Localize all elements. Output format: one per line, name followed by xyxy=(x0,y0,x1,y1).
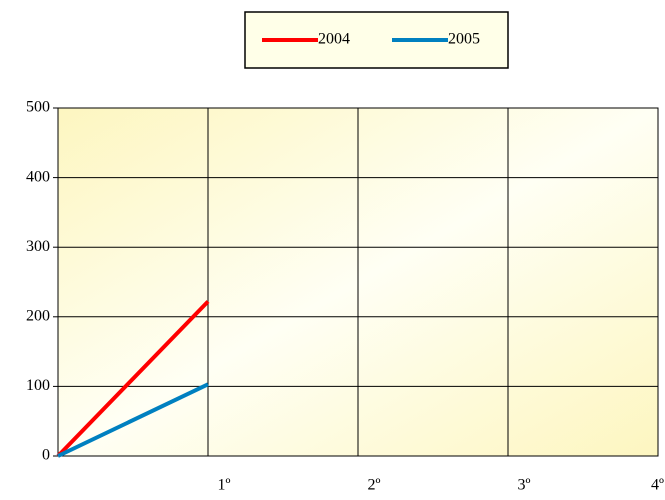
y-tick-label: 300 xyxy=(26,238,50,255)
series-line xyxy=(56,300,210,458)
x-tick-label: 2º xyxy=(368,477,381,494)
y-tick-label: 0 xyxy=(42,447,50,464)
x-tick-label: 3º xyxy=(518,477,531,494)
y-tick-label: 400 xyxy=(26,168,50,185)
y-tick-label: 100 xyxy=(26,377,50,394)
x-tick-label: 4º xyxy=(651,477,664,494)
series-line xyxy=(57,382,209,458)
y-tick-label: 500 xyxy=(26,99,50,116)
x-tick-label: 1º xyxy=(218,477,231,494)
legend-label: 2005 xyxy=(448,31,480,48)
y-tick-label: 200 xyxy=(26,307,50,324)
legend-label: 2004 xyxy=(318,31,350,48)
